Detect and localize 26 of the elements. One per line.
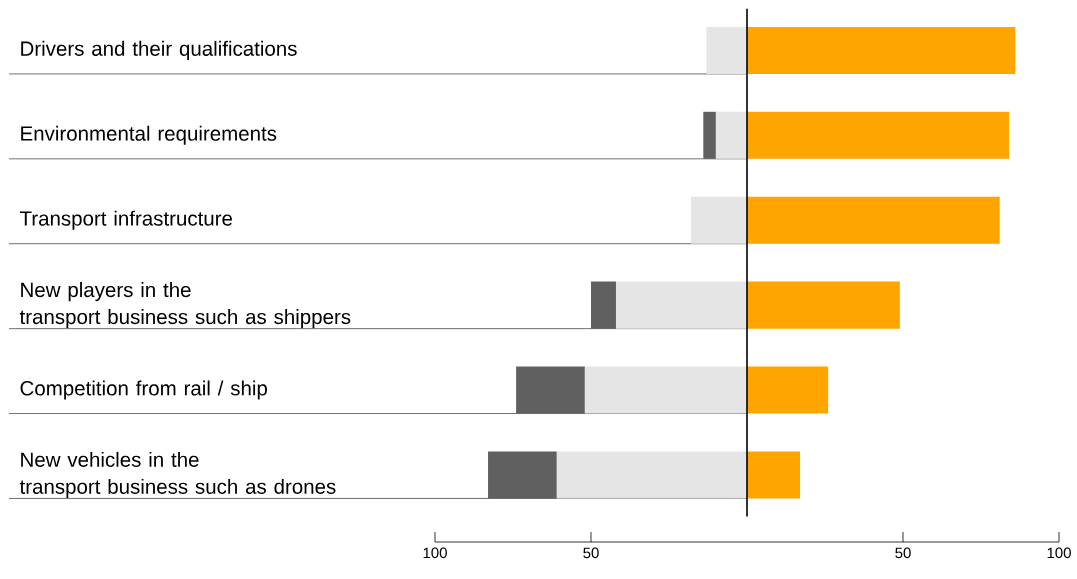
- bar: [488, 451, 557, 499]
- y-tick-label: Environmental requirements: [21, 125, 277, 145]
- y-tick-label: Competition from rail / ship: [20, 380, 267, 400]
- bar: [556, 451, 747, 499]
- bar: [706, 26, 747, 74]
- bar: [591, 281, 616, 329]
- bar: [747, 281, 900, 329]
- x-tick-label: 50: [583, 547, 599, 559]
- x-tick-label: 100: [423, 547, 447, 559]
- bar: [747, 451, 801, 499]
- bar: [690, 196, 747, 244]
- bar: [615, 281, 747, 329]
- y-tick-label: Drivers and their qualifications: [21, 40, 297, 60]
- bar: [584, 366, 747, 414]
- bar: [703, 111, 716, 159]
- y-tick-label: Transport infrastructure: [19, 210, 233, 230]
- bar: [516, 366, 585, 414]
- bar: [747, 196, 1000, 244]
- bar: [747, 366, 829, 414]
- y-tick-label: New vehicles in the transport business such as drones: [19, 451, 336, 498]
- bar: [747, 26, 1016, 74]
- x-tick-label: 50: [895, 547, 911, 559]
- x-tick-label: 100: [1047, 547, 1071, 559]
- y-tick-label: New players in the transport business such as shippers: [19, 282, 351, 329]
- bar: [715, 111, 747, 159]
- bar: [747, 111, 1010, 159]
